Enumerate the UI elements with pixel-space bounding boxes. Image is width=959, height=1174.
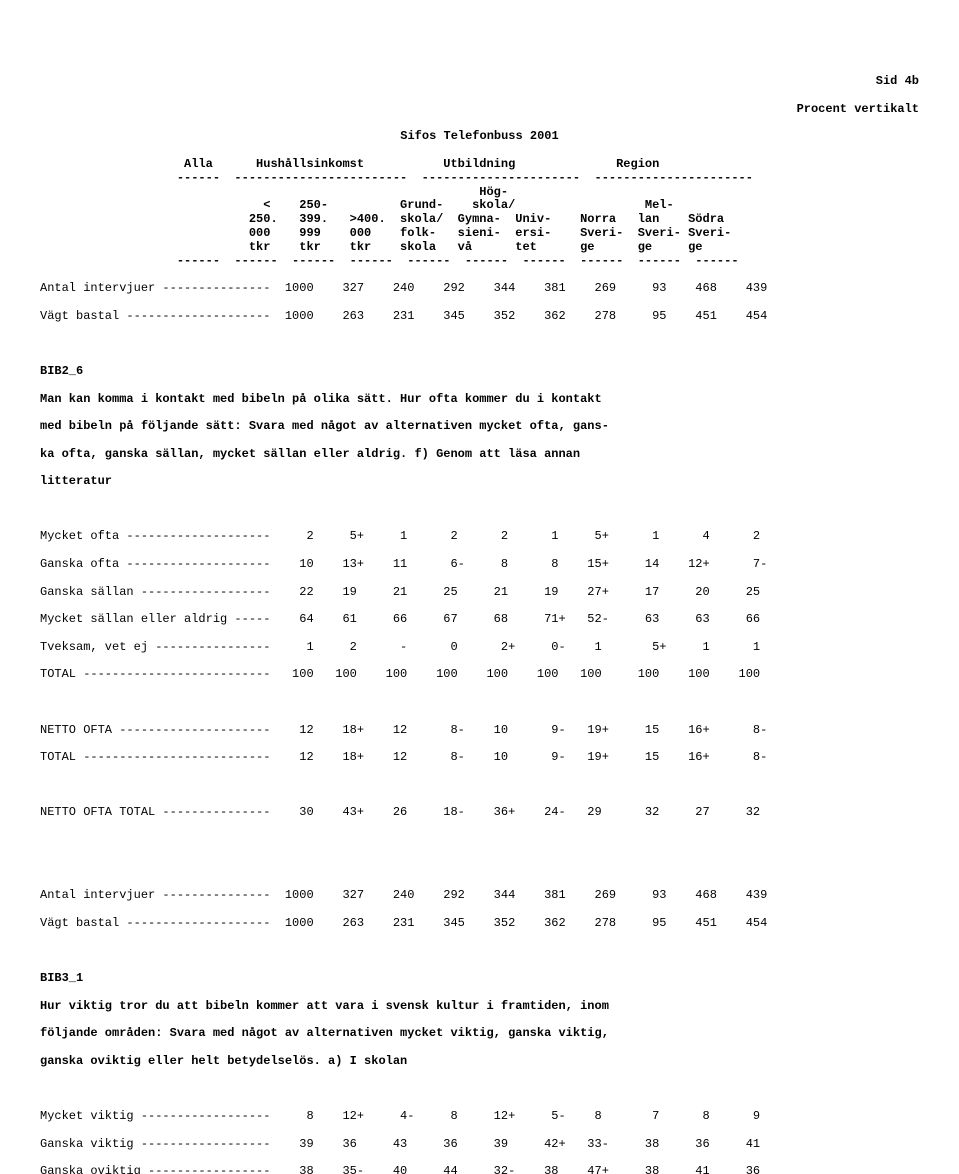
bib3-line3: ganska oviktig eller helt betydelselös. …: [40, 1055, 919, 1069]
bib3-line2: följande områden: Svara med något av alt…: [40, 1027, 919, 1041]
bib3-code: BIB3_1: [40, 972, 919, 986]
t1-r3: Ganska sällan ------------------ 22 19 2…: [40, 586, 919, 600]
vagt-row-1: Vägt bastal -------------------- 1000 26…: [40, 310, 919, 324]
t2-r1: Mycket viktig ------------------ 8 12+ 4…: [40, 1110, 919, 1124]
vagt-row-2: Vägt bastal -------------------- 1000 26…: [40, 917, 919, 931]
page-id-1: Sid 4b: [40, 75, 919, 89]
bib2-line1: Man kan komma i kontakt med bibeln på ol…: [40, 393, 919, 407]
t1-r2: Ganska ofta -------------------- 10 13+ …: [40, 558, 919, 572]
t1-r8: TOTAL -------------------------- 12 18+ …: [40, 751, 919, 765]
col-headers: Alla Hushållsinkomst Utbildning Region -…: [40, 158, 919, 268]
bib2-line4: litteratur: [40, 475, 919, 489]
page-title: Sifos Telefonbuss 2001: [40, 130, 919, 144]
bib2-code: BIB2_6: [40, 365, 919, 379]
t1-r7: NETTO OFTA --------------------- 12 18+ …: [40, 724, 919, 738]
bib3-line1: Hur viktig tror du att bibeln kommer att…: [40, 1000, 919, 1014]
page-id-2: Procent vertikalt: [40, 103, 919, 117]
t1-r5: Tveksam, vet ej ---------------- 1 2 - 0…: [40, 641, 919, 655]
t1-r1: Mycket ofta -------------------- 2 5+ 1 …: [40, 530, 919, 544]
bib2-line2: med bibeln på följande sätt: Svara med n…: [40, 420, 919, 434]
t2-r2: Ganska viktig ------------------ 39 36 4…: [40, 1138, 919, 1152]
t1-r6: TOTAL -------------------------- 100 100…: [40, 668, 919, 682]
antal-row-2: Antal intervjuer --------------- 1000 32…: [40, 889, 919, 903]
bib2-line3: ka ofta, ganska sällan, mycket sällan el…: [40, 448, 919, 462]
t1-r9: NETTO OFTA TOTAL --------------- 30 43+ …: [40, 806, 919, 820]
antal-row-1: Antal intervjuer --------------- 1000 32…: [40, 282, 919, 296]
t2-r3: Ganska oviktig ----------------- 38 35- …: [40, 1165, 919, 1174]
t1-r4: Mycket sällan eller aldrig ----- 64 61 6…: [40, 613, 919, 627]
